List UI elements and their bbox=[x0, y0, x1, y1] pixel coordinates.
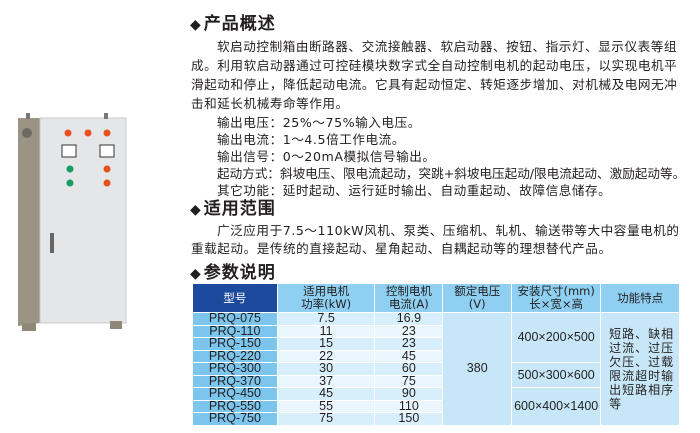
column-header-line: 控制电机 bbox=[385, 284, 432, 298]
overview-line: 滑起动和停止，降低起动电流。它具有起动恒定、转矩逐步增加、对机械及电网无冲 bbox=[191, 77, 678, 92]
column-header-line: 适用电机 bbox=[303, 284, 350, 298]
power-cell: 7.5 bbox=[276, 312, 376, 326]
table-row: PRQ-075 7.5 16.9 380 400×200×500 短路、缺相过流、过压欠压… bbox=[192, 312, 680, 426]
diamond-bullet-icon: ◆ bbox=[190, 17, 202, 33]
table-row: PRQ-750 75 150 bbox=[192, 412, 680, 426]
column-header: 型号 bbox=[192, 283, 278, 313]
column-header: 额定电压(V) bbox=[442, 283, 513, 313]
dimensions-cell: 500×300×600 bbox=[511, 362, 602, 388]
spec-line: 输出电流：1～4.5倍工作电流。 bbox=[217, 132, 405, 147]
column-header: 适用电机 功率(kW) bbox=[276, 283, 376, 313]
power-cell: 15 bbox=[276, 337, 376, 351]
table-row: PRQ-370 37 75 bbox=[192, 374, 680, 388]
column-header-line: 型号 bbox=[223, 290, 247, 305]
overview-line: 成。利用软启动器通过可控硅模块数字式全自动控制电机的起动电压，以实现电机平 bbox=[191, 58, 678, 73]
power-cell: 11 bbox=[276, 324, 376, 338]
current-cell: 150 bbox=[374, 412, 444, 426]
spec-line: 输出电压：25%～75%输入电压。 bbox=[217, 115, 421, 130]
overview-line: 软启动控制箱由断路器、交流接触器、软启动器、按钮、指示灯、显示仪表等组 bbox=[217, 39, 678, 54]
column-header: 安装尺寸(mm) 长×宽×高 bbox=[511, 283, 602, 313]
table-row: PRQ-450 45 90 600×400×1400 bbox=[192, 387, 680, 426]
column-header-line: 功能特点 bbox=[617, 290, 664, 305]
column-header-line: 电流(A) bbox=[388, 297, 429, 311]
model-cell: PRQ-370 bbox=[192, 374, 278, 388]
current-cell: 23 bbox=[374, 324, 444, 338]
table-row: PRQ-300 30 60 500×300×600 bbox=[192, 362, 680, 388]
current-cell: 110 bbox=[374, 399, 444, 413]
current-cell: 23 bbox=[374, 337, 444, 351]
table-header-row: 型号 适用电机 功率(kW) 控制电机 电流(A) 额定电压(V) 安装尺寸(mm) 长×宽×… bbox=[192, 283, 680, 313]
section-title-params: ◆ 参数说明 bbox=[190, 263, 276, 283]
spec-line: 起动方式：斜坡电压、限电流起动，突跳+斜坡电压起动/限电流起动、激励起动等。 bbox=[217, 166, 686, 181]
column-header-line: 功率(kW) bbox=[301, 297, 352, 311]
current-cell: 90 bbox=[374, 387, 444, 401]
table-row: PRQ-150 15 23 bbox=[192, 337, 680, 351]
power-cell: 75 bbox=[276, 412, 376, 426]
column-header-line: 安装尺寸(mm) bbox=[517, 284, 595, 298]
parameter-table: 型号 适用电机 功率(kW) 控制电机 电流(A) 额定电压(V) 安装尺寸(mm) 长×宽×… bbox=[192, 283, 680, 426]
power-cell: 37 bbox=[276, 374, 376, 388]
section-title-scope: ◆ 适用范围 bbox=[190, 199, 276, 219]
scope-line: 广泛应用于7.5～110kW风机、泵类、压缩机、轧机、输送带等大中容量电机的 bbox=[217, 223, 680, 238]
current-cell: 16.9 bbox=[374, 312, 444, 326]
features-cell: 短路、缺相过流、过压欠压、过载限流超时输出短路相序等 bbox=[600, 312, 680, 426]
model-cell: PRQ-110 bbox=[192, 324, 278, 338]
control-cabinet-image bbox=[18, 113, 130, 337]
dimensions-cell: 400×200×500 bbox=[511, 312, 602, 363]
column-header: 功能特点 bbox=[600, 283, 680, 313]
column-header: 控制电机 电流(A) bbox=[374, 283, 444, 313]
column-header-text: 额定电压(V) bbox=[454, 284, 501, 311]
diamond-bullet-icon: ◆ bbox=[190, 266, 202, 282]
model-cell: PRQ-550 bbox=[192, 399, 278, 413]
dimensions-cell: 600×400×1400 bbox=[511, 387, 602, 426]
model-cell: PRQ-150 bbox=[192, 337, 278, 351]
voltage-cell: 380 bbox=[442, 312, 513, 426]
section-title-overview: ◆ 产品概述 bbox=[190, 14, 276, 34]
model-cell: PRQ-450 bbox=[192, 387, 278, 401]
model-cell: PRQ-750 bbox=[192, 412, 278, 426]
column-header-line: 长×宽×高 bbox=[529, 297, 584, 311]
table-row: PRQ-110 11 23 bbox=[192, 324, 680, 338]
spec-line: 其它功能：延时起动、运行延时输出、自动重起动、故障信息储存。 bbox=[217, 183, 612, 198]
spec-line: 输出信号：0～20mA模拟信号输出。 bbox=[217, 149, 436, 164]
overview-line: 击和延长机械寿命等作用。 bbox=[191, 96, 349, 111]
scope-line: 重载起动。是传统的直接起动、星角起动、自耦起动等的理想替代产品。 bbox=[191, 241, 612, 256]
diamond-bullet-icon: ◆ bbox=[190, 202, 202, 218]
power-cell: 30 bbox=[276, 362, 376, 376]
